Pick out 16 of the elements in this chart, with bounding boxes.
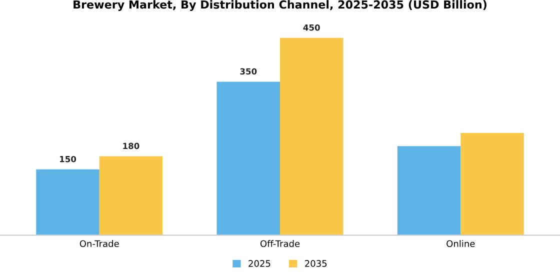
data-label: 180 bbox=[123, 142, 140, 150]
legend-label: 2025 bbox=[248, 260, 270, 267]
bar bbox=[397, 146, 461, 236]
x-tick-label: Off-Trade bbox=[260, 240, 300, 248]
x-tick-label: On-Trade bbox=[80, 240, 119, 248]
x-tick-label: Online bbox=[446, 240, 475, 248]
bar bbox=[36, 169, 100, 236]
legend-label: 2035 bbox=[305, 260, 327, 267]
bar bbox=[99, 156, 163, 236]
bar bbox=[460, 133, 524, 236]
chart-title: Brewery Market, By Distribution Channel, 2025-2035 (USD Billion) bbox=[74, 0, 486, 11]
data-label: 350 bbox=[240, 68, 257, 75]
bar bbox=[280, 38, 344, 236]
data-label: 450 bbox=[303, 24, 320, 31]
bar bbox=[216, 82, 280, 236]
data-label: 150 bbox=[60, 156, 76, 162]
